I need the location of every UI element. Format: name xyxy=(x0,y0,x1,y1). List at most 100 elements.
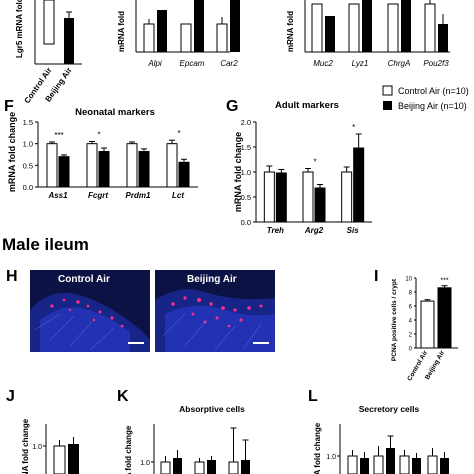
car2-control-bar xyxy=(216,23,228,53)
chart-f-ytick-label: 0.0 xyxy=(23,183,33,192)
panel-letter-j: J xyxy=(6,388,15,405)
legend-swatch-beijing xyxy=(383,101,392,110)
micrograph-control-texture xyxy=(30,270,150,352)
lgr5-ylabel: Lgr5 mRNA fold xyxy=(15,0,24,58)
xtick-lyz1: Lyz1 xyxy=(352,59,369,68)
lgr5-control-bar xyxy=(43,0,55,45)
chart-g-bar-arg2-control xyxy=(302,171,314,223)
micrograph-control: Control Air xyxy=(30,270,150,352)
k-bar-1-control xyxy=(160,461,171,474)
legend-label-control: Control Air (n=10) xyxy=(398,86,469,96)
panel-letter-k: K xyxy=(117,388,129,405)
car2-beijing-bar xyxy=(230,0,240,52)
chart-f-bar-lct-control xyxy=(166,143,178,188)
panel-j: NA fold change 1.0 xyxy=(21,418,79,474)
epcam-beijing-bar xyxy=(194,0,204,52)
muc2-control-bar xyxy=(311,3,323,53)
panel-j-beijing-bar xyxy=(68,444,79,474)
chart-f-significance: *** xyxy=(54,131,63,140)
chart-f-xtick-lct: Lct xyxy=(172,191,184,200)
chart-i-ylabel: PCNA positive cells / crypt xyxy=(391,278,398,361)
chart-i-significance: *** xyxy=(440,278,448,285)
legend-label-beijing: Beijing Air (n=10) xyxy=(398,101,467,111)
lgr5-beijing-bar xyxy=(64,18,74,64)
panel-letter-h: H xyxy=(6,268,18,285)
epcam-control-bar xyxy=(180,23,192,53)
section-title: Male ileum xyxy=(2,235,89,254)
panel-k-ytick-1: 1.0 xyxy=(140,460,150,467)
panel-k-ylabel: A fold change xyxy=(124,425,133,474)
markers-ylabel: mRNA fold xyxy=(117,11,126,52)
chart-f-significance: * xyxy=(97,131,100,140)
micrograph-beijing-scalebar xyxy=(253,342,269,344)
chart-i-bar-control xyxy=(420,300,435,349)
secretory-ylabel: mRNA fold xyxy=(286,11,295,52)
pou2f3-control-bar xyxy=(424,3,436,53)
k-bar-2-beijing xyxy=(207,460,216,474)
chart-g-bar-sis-beijing xyxy=(353,147,365,223)
chart-f-xtick-fcgrt: Fcgrt xyxy=(88,191,108,200)
l-bar-1-control xyxy=(347,455,358,474)
chart-g-xtick-sis: Sis xyxy=(347,226,360,235)
chart-g-ylabel: mRNA fold change xyxy=(233,132,243,212)
xtick-alpi: Alpi xyxy=(147,59,162,68)
alpi-beijing-bar xyxy=(157,10,167,52)
xtick-epcam: Epcam xyxy=(180,59,205,68)
chart-g-ytick-label: 1.0 xyxy=(241,168,251,177)
legend-swatch-control xyxy=(382,85,393,96)
panel-letter-l: L xyxy=(308,388,318,405)
chart-i-ytick-label: 10 xyxy=(405,277,412,283)
l-bar-3-control xyxy=(399,455,410,474)
chart-g-ytick-label: 0.5 xyxy=(241,193,251,202)
chart-f-title: Neonatal markers xyxy=(75,107,155,118)
chart-f: 0.0 0.5 1.0 1.5 Ass1 *** Fcgrt * Prdm1 Lct * xyxy=(23,118,198,200)
xtick-car2: Car2 xyxy=(220,59,238,68)
chart-f-bar-prdm1-control xyxy=(126,143,138,188)
k-bar-2-control xyxy=(194,461,205,474)
chrga-beijing-bar xyxy=(401,0,411,52)
legend: Control Air (n=10) Beijing Air (n=10) xyxy=(382,85,469,111)
l-bar-4-beijing xyxy=(440,458,449,474)
chart-g-significance: * xyxy=(313,158,316,167)
l-bar-2-beijing xyxy=(386,448,395,474)
panel-letter-f: F xyxy=(4,98,14,115)
k-bar-1-beijing xyxy=(173,458,182,474)
panel-l: Secretory cells NA fold change 1.0 xyxy=(313,404,449,474)
chart-f-bar-ass1-beijing xyxy=(58,156,70,188)
chart-f-significance: * xyxy=(177,129,180,138)
lyz1-beijing-bar xyxy=(362,0,372,52)
micrograph-beijing-title: Beijing Air xyxy=(187,274,237,285)
pou2f3-beijing-bar xyxy=(438,24,448,52)
chart-i-ytick-label: 6 xyxy=(409,305,413,311)
chart-i-ytick-label: 2 xyxy=(409,333,413,339)
panel-k-title: Absorptive cells xyxy=(179,404,245,414)
alpi-control-bar xyxy=(143,23,155,53)
chart-g-title: Adult markers xyxy=(275,100,339,111)
chart-f-ytick-label: 1.0 xyxy=(23,140,33,149)
panel-letter-g: G xyxy=(226,98,238,115)
xtick-muc2: Muc2 xyxy=(313,59,333,68)
chart-g: 0.0 0.5 1.0 1.5 2.0 Treh Arg2 * Sis * xyxy=(241,118,372,235)
lyz1-control-bar xyxy=(348,3,360,53)
chart-g-ytick-label: 1.5 xyxy=(241,143,251,152)
panel-j-control-bar xyxy=(53,445,66,474)
chart-g-xtick-arg2: Arg2 xyxy=(304,226,324,235)
chart-i-bar-beijing xyxy=(437,287,452,349)
micrograph-beijing-texture xyxy=(155,270,275,352)
chart-f-bar-prdm1-beijing xyxy=(138,150,150,188)
k-bar-3-control xyxy=(228,461,239,474)
panel-k: Absorptive cells A fold change 1.0 xyxy=(124,404,250,474)
l-bar-4-control xyxy=(427,455,438,474)
chart-f-bar-fcgrt-beijing xyxy=(98,150,110,188)
lgr5-panel: Lgr5 mRNA fold Control Air Beijing Air xyxy=(15,0,82,105)
chart-f-bar-fcgrt-control xyxy=(86,143,98,188)
k-bar-3-beijing xyxy=(241,460,250,474)
micrograph-control-title: Control Air xyxy=(58,274,110,285)
chart-g-bar-treh-beijing xyxy=(275,172,287,223)
chart-f-xtick-prdm1: Prdm1 xyxy=(126,191,151,200)
xtick-pou2f3: Pou2f3 xyxy=(423,59,449,68)
chart-g-bar-arg2-beijing xyxy=(314,187,326,223)
micrograph-control-scalebar xyxy=(128,342,144,344)
absorptive-top-panel: mRNA fold Alpi Epcam Car2 xyxy=(117,0,240,68)
